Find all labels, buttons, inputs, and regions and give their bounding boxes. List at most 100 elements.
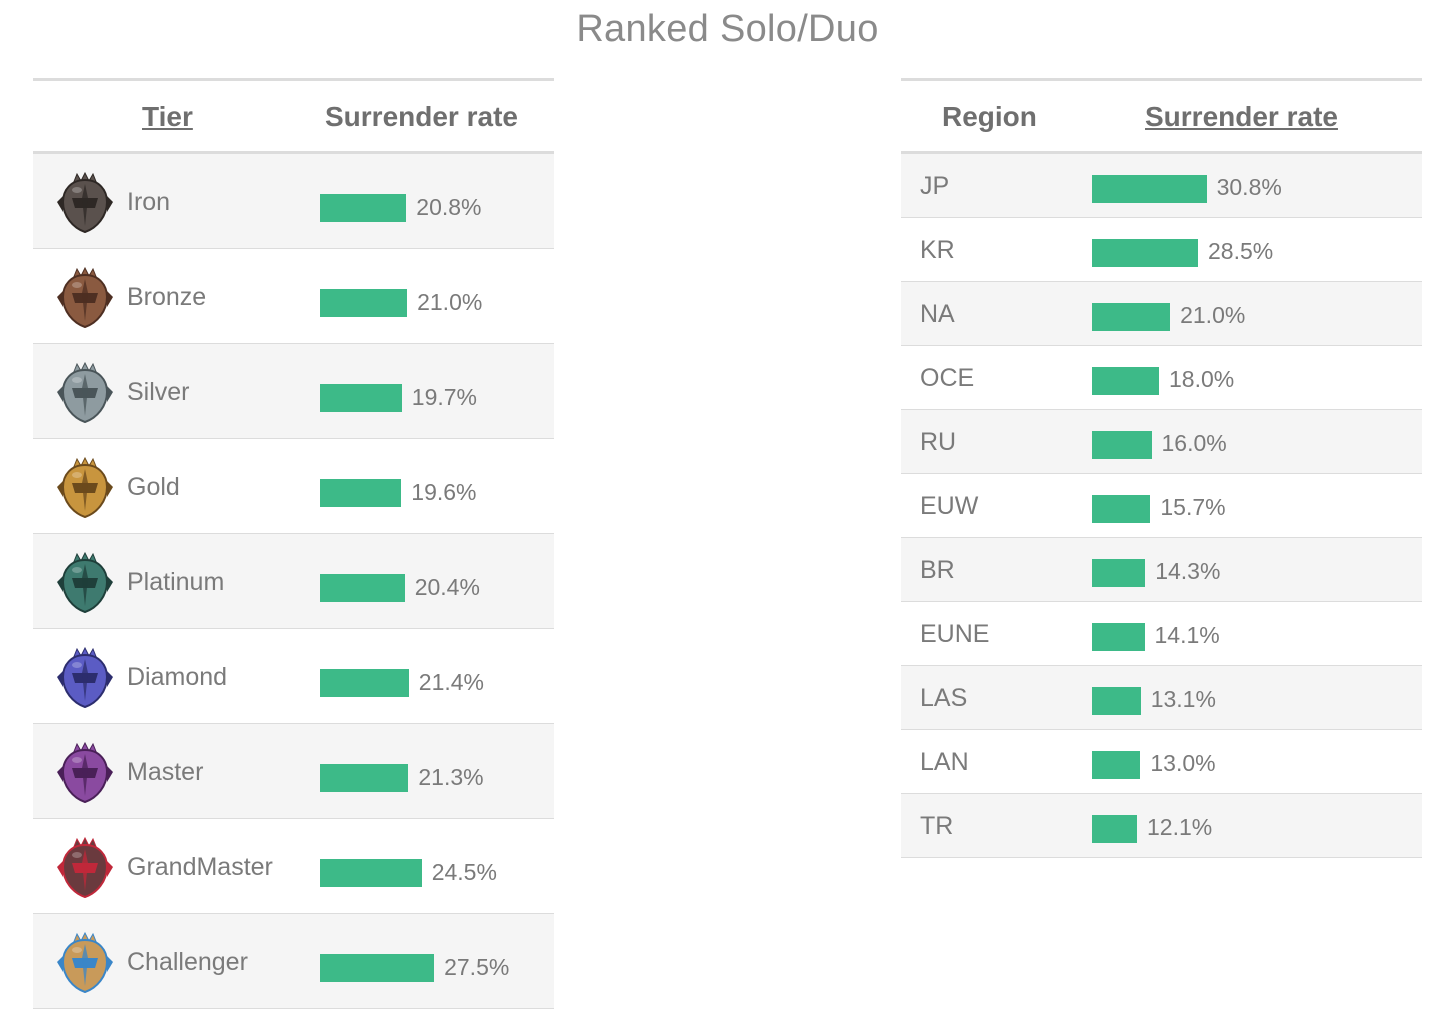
surrender-rate-bar bbox=[1092, 175, 1207, 203]
tier-name: Iron bbox=[127, 188, 171, 216]
surrender-rate-value: 30.8% bbox=[1216, 174, 1282, 200]
table-row: Silver 19.7% bbox=[33, 344, 554, 439]
table-row: EUNE 14.1% bbox=[901, 602, 1422, 666]
region-name: LAN bbox=[920, 748, 969, 776]
surrender-rate-bar bbox=[320, 384, 402, 412]
surrender-rate-value: 13.0% bbox=[1150, 750, 1216, 776]
tier-rows: Iron 20.8% Bronze 21.0% Silver 19.7% Gold 19.6%… bbox=[33, 154, 554, 1009]
tier-name: Gold bbox=[127, 473, 180, 501]
surrender-rate-value: 19.6% bbox=[411, 479, 477, 505]
table-row: RU 16.0% bbox=[901, 410, 1422, 474]
tier-column-header[interactable]: Tier bbox=[142, 101, 193, 132]
surrender-rate-value: 20.4% bbox=[414, 574, 480, 600]
table-row: OCE 18.0% bbox=[901, 346, 1422, 410]
region-name: NA bbox=[920, 300, 955, 328]
surrender-rate-column-header[interactable]: Surrender rate bbox=[325, 101, 518, 132]
surrender-rate-value: 21.0% bbox=[417, 289, 483, 315]
surrender-rate-bar bbox=[1092, 303, 1171, 331]
bronze-emblem-icon bbox=[57, 267, 113, 329]
region-name: BR bbox=[920, 556, 955, 584]
surrender-rate-value: 14.1% bbox=[1154, 622, 1220, 648]
surrender-rate-bar bbox=[320, 859, 422, 887]
region-name: TR bbox=[920, 812, 954, 840]
tier-name: Platinum bbox=[127, 568, 225, 596]
surrender-rate-value: 21.0% bbox=[1180, 302, 1246, 328]
iron-emblem-icon bbox=[57, 172, 113, 234]
surrender-rate-bar bbox=[1092, 623, 1145, 651]
surrender-rate-value: 18.0% bbox=[1169, 366, 1235, 392]
region-name: EUW bbox=[920, 492, 979, 520]
surrender-rate-bar bbox=[1092, 687, 1141, 715]
tier-name: Diamond bbox=[127, 663, 228, 691]
silver-emblem-icon bbox=[57, 362, 113, 424]
tier-surrender-table: Tier Surrender rate Iron 20.8% Bronze 21.0%… bbox=[33, 78, 554, 1009]
surrender-rate-value: 21.4% bbox=[418, 669, 485, 695]
table-row: Diamond 21.4% bbox=[33, 629, 554, 724]
surrender-rate-bar bbox=[320, 954, 435, 982]
surrender-rate-bar bbox=[320, 289, 408, 317]
table-row: NA 21.0% bbox=[901, 282, 1422, 346]
surrender-rate-bar bbox=[1092, 495, 1151, 523]
tier-name: GrandMaster bbox=[127, 853, 273, 881]
platinum-emblem-icon bbox=[57, 552, 113, 614]
surrender-rate-value: 16.0% bbox=[1161, 430, 1227, 456]
tier-name: Challenger bbox=[127, 948, 248, 976]
surrender-rate-value: 27.5% bbox=[444, 954, 510, 980]
region-rows: JP 30.8% KR 28.5% NA 21.0% OCE 18.0% RU 16.0% EUW 1… bbox=[901, 154, 1422, 858]
surrender-rate-value: 15.7% bbox=[1160, 494, 1226, 520]
challenger-emblem-icon bbox=[57, 932, 113, 994]
table-row: Iron 20.8% bbox=[33, 154, 554, 249]
surrender-rate-bar bbox=[1092, 239, 1198, 267]
surrender-rate-bar bbox=[320, 669, 409, 697]
surrender-rate-bar bbox=[1092, 751, 1141, 779]
table-row: BR 14.3% bbox=[901, 538, 1422, 602]
region-name: KR bbox=[920, 236, 955, 264]
table-header: Tier Surrender rate bbox=[33, 81, 554, 154]
region-column-header[interactable]: Region bbox=[942, 101, 1037, 132]
table-top-border bbox=[33, 78, 554, 81]
table-row: TR 12.1% bbox=[901, 794, 1422, 858]
table-row: JP 30.8% bbox=[901, 154, 1422, 218]
table-row: Challenger 27.5% bbox=[33, 914, 554, 1009]
grandmaster-emblem-icon bbox=[57, 837, 113, 899]
table-row: LAN 13.0% bbox=[901, 730, 1422, 794]
diamond-emblem-icon bbox=[57, 647, 113, 709]
page-title: Ranked Solo/Duo bbox=[576, 8, 879, 50]
tier-name: Bronze bbox=[127, 283, 207, 311]
surrender-rate-bar bbox=[320, 479, 402, 507]
master-emblem-icon bbox=[57, 742, 113, 804]
surrender-rate-bar bbox=[1092, 559, 1146, 587]
table-row: KR 28.5% bbox=[901, 218, 1422, 282]
surrender-rate-value: 19.7% bbox=[411, 384, 478, 410]
surrender-rate-value: 13.1% bbox=[1150, 686, 1216, 712]
table-row: EUW 15.7% bbox=[901, 474, 1422, 538]
table-row: LAS 13.1% bbox=[901, 666, 1422, 730]
surrender-rate-column-header[interactable]: Surrender rate bbox=[1145, 101, 1338, 132]
table-row: Bronze 21.0% bbox=[33, 249, 554, 344]
surrender-rate-value: 28.5% bbox=[1208, 238, 1274, 264]
region-surrender-table: Region Surrender rate JP 30.8% KR 28.5% NA 21… bbox=[901, 78, 1422, 858]
surrender-rate-bar bbox=[320, 194, 407, 222]
table-row: Master 21.3% bbox=[33, 724, 554, 819]
region-name: EUNE bbox=[920, 620, 990, 648]
tier-name: Master bbox=[127, 758, 204, 786]
surrender-rate-value: 24.5% bbox=[431, 859, 497, 885]
gold-emblem-icon bbox=[57, 457, 113, 519]
table-top-border bbox=[901, 78, 1422, 81]
table-header: Region Surrender rate bbox=[901, 81, 1422, 154]
surrender-rate-bar bbox=[1092, 367, 1159, 395]
table-row: Gold 19.6% bbox=[33, 439, 554, 534]
surrender-rate-value: 20.8% bbox=[416, 194, 482, 220]
region-name: RU bbox=[920, 428, 957, 456]
surrender-rate-bar bbox=[1092, 431, 1152, 459]
table-row: Platinum 20.4% bbox=[33, 534, 554, 629]
surrender-rate-bar bbox=[320, 764, 409, 792]
surrender-rate-value: 21.3% bbox=[418, 764, 484, 790]
tier-name: Silver bbox=[127, 378, 190, 406]
table-row: GrandMaster 24.5% bbox=[33, 819, 554, 914]
region-name: OCE bbox=[920, 364, 975, 392]
surrender-rate-bar bbox=[320, 574, 405, 602]
region-name: JP bbox=[920, 172, 950, 200]
region-name: LAS bbox=[920, 684, 968, 712]
surrender-rate-bar bbox=[1092, 815, 1137, 843]
